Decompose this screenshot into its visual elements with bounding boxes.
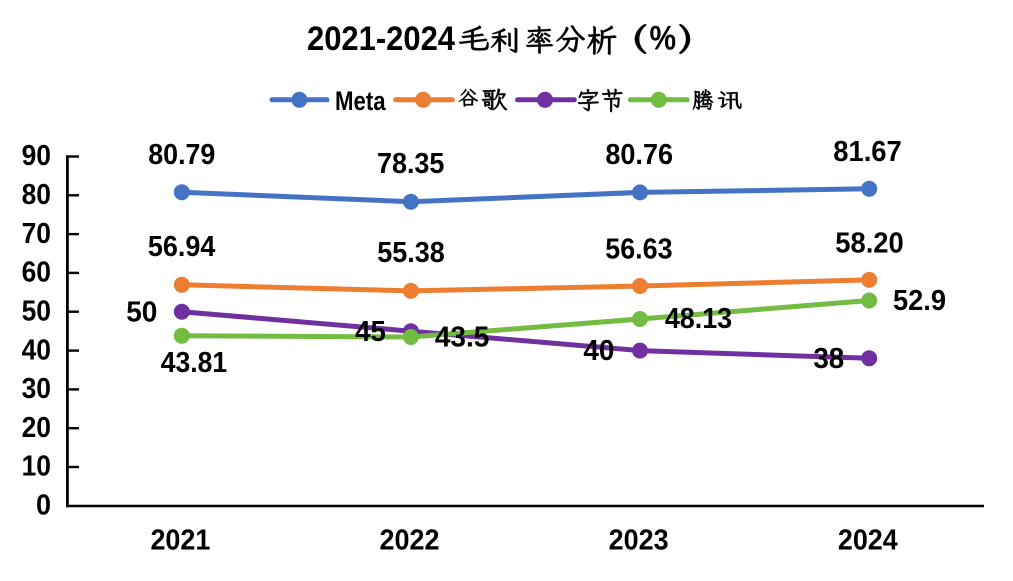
svg-text:Meta: Meta — [335, 86, 386, 116]
svg-text:70: 70 — [22, 218, 51, 250]
svg-text:38: 38 — [813, 343, 844, 375]
svg-text:60: 60 — [22, 257, 51, 289]
svg-text:40: 40 — [583, 335, 614, 367]
svg-text:2021-2024: 2021-2024 — [307, 20, 455, 58]
svg-text:50: 50 — [126, 297, 157, 329]
svg-text:%: % — [650, 19, 677, 57]
svg-text:20: 20 — [22, 412, 51, 444]
svg-text:2023: 2023 — [609, 524, 669, 556]
svg-text:56.94: 56.94 — [148, 231, 216, 263]
svg-text:40: 40 — [22, 334, 51, 366]
svg-text:2021: 2021 — [150, 524, 210, 556]
svg-text:50: 50 — [22, 295, 51, 327]
svg-text:0: 0 — [36, 490, 51, 522]
svg-text:45: 45 — [355, 316, 386, 348]
svg-text:30: 30 — [22, 373, 51, 405]
svg-text:56.63: 56.63 — [605, 234, 672, 266]
svg-text:90: 90 — [22, 140, 51, 172]
svg-text:2022: 2022 — [380, 524, 440, 556]
svg-text:58.20: 58.20 — [835, 228, 904, 260]
svg-text:52.9: 52.9 — [893, 285, 946, 317]
svg-text:10: 10 — [22, 451, 51, 483]
svg-text:55.38: 55.38 — [377, 237, 445, 269]
svg-text:80.76: 80.76 — [605, 139, 673, 171]
svg-text:80: 80 — [22, 179, 51, 211]
svg-text:2024: 2024 — [838, 524, 898, 556]
svg-text:80.79: 80.79 — [148, 139, 215, 171]
svg-text:78.35: 78.35 — [377, 148, 445, 180]
svg-text:48.13: 48.13 — [665, 303, 732, 335]
svg-text:43.5: 43.5 — [435, 321, 490, 353]
svg-text:81.67: 81.67 — [833, 136, 902, 168]
svg-text:43.81: 43.81 — [161, 347, 227, 379]
